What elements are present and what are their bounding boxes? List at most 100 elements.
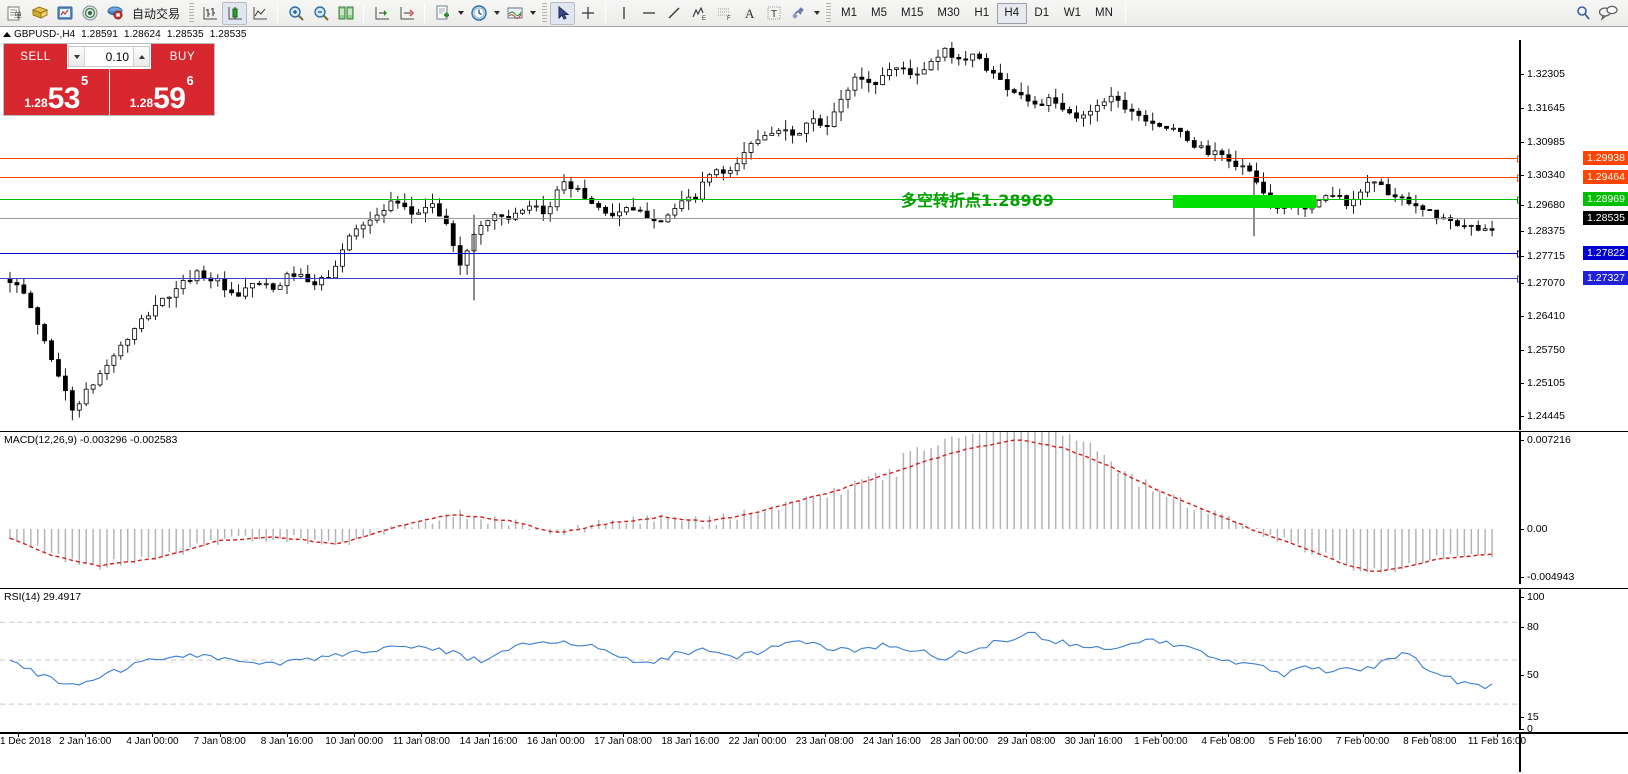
price-tag-support-2[interactable]: 1.27327	[1583, 271, 1628, 285]
time-tick	[85, 734, 87, 737]
new-order-icon[interactable]: 单	[2, 2, 27, 25]
macd-pane[interactable]: MACD(12,26,9) -0.003296 -0.002583 0.0072…	[0, 431, 1628, 584]
bar-chart-icon[interactable]	[197, 2, 222, 25]
timeframe-h4[interactable]: H4	[996, 2, 1027, 24]
horizontal-line-icon[interactable]	[636, 2, 661, 25]
rsi-pane[interactable]: RSI(14) 29.4917 100 80 50 15 0	[0, 588, 1628, 735]
objects-icon[interactable]	[786, 2, 811, 25]
line-handle[interactable]	[1517, 174, 1519, 182]
rsi-plot[interactable]	[0, 589, 1519, 730]
timeframe-m5[interactable]: M5	[871, 7, 887, 19]
sell-button[interactable]: SELL	[4, 44, 67, 69]
chevron-down-icon[interactable]	[527, 2, 538, 25]
timeframe-w1[interactable]: W1	[1063, 7, 1082, 19]
zoom-in-icon[interactable]	[283, 2, 308, 25]
timeframe-d1[interactable]: D1	[1034, 7, 1050, 19]
time-tick	[824, 734, 826, 737]
tile-windows-icon[interactable]	[333, 2, 358, 25]
pivot-line[interactable]	[0, 196, 1519, 204]
search-icon[interactable]	[1570, 2, 1595, 25]
price-tag-support-1[interactable]: 1.27822	[1583, 246, 1628, 260]
price-tag-resistance-1[interactable]: 1.29938	[1583, 151, 1628, 165]
templates-icon[interactable]	[430, 2, 455, 25]
collapse-triangle-icon[interactable]	[3, 31, 11, 37]
line-handle[interactable]	[1517, 250, 1519, 258]
time-label: 24 Jan 16:00	[863, 736, 921, 747]
time-label: 18 Jan 16:00	[661, 736, 720, 747]
fibonacci-icon[interactable]: F	[711, 2, 736, 25]
support-line-2[interactable]	[0, 275, 1519, 283]
price-tag-pivot[interactable]: 1.28969	[1583, 192, 1628, 206]
time-label: 8 Feb 08:00	[1403, 736, 1457, 747]
symbol-label: GBPUSD-,H4	[14, 28, 76, 40]
volume-input[interactable]: 0.10	[105, 49, 129, 64]
auto-trading-icon[interactable]	[102, 2, 127, 25]
cursor-icon[interactable]	[550, 1, 576, 25]
timeframe-m1[interactable]: M1	[841, 7, 857, 19]
chevron-down-icon[interactable]	[455, 2, 466, 25]
bid-price-point: 5	[81, 73, 89, 88]
line-handle[interactable]	[1517, 196, 1519, 204]
chart-container[interactable]: 多空转折点1.28969 1.32305 1.31645 1.30985 1.3034…	[0, 40, 1628, 772]
price-pane[interactable]: 多空转折点1.28969 1.32305 1.31645 1.30985 1.3034…	[0, 40, 1628, 430]
candlestick-chart-icon[interactable]	[222, 1, 248, 25]
price-tick: 1.28375	[1521, 225, 1565, 237]
time-axis[interactable]: 1 Dec 2018 2 Jan 16:00 4 Jan 00:00 7 Jan 08…	[0, 734, 1526, 774]
time-label: 23 Jan 08:00	[795, 736, 854, 747]
toolbar-right-group	[1570, 2, 1626, 25]
profile-icon[interactable]	[27, 2, 52, 25]
ask-price-prefix: 1.28	[129, 96, 154, 110]
indicators-icon[interactable]	[502, 2, 527, 25]
chart-shift-icon[interactable]	[369, 2, 394, 25]
line-chart-icon[interactable]	[247, 2, 272, 25]
toolbar-separator	[825, 2, 832, 24]
time-label: 1 Feb 00:00	[1134, 736, 1188, 747]
zoom-out-icon[interactable]	[308, 2, 333, 25]
auto-trading-label[interactable]: 自动交易	[132, 6, 181, 21]
symbol-info-bar: GBPUSD-,H4 1.28591 1.28624 1.28535 1.285…	[0, 28, 1628, 40]
time-label: 29 Jan 08:00	[997, 736, 1056, 747]
line-handle[interactable]	[1517, 275, 1519, 283]
price-scale[interactable]: 1.32305 1.31645 1.30985 1.30340 1.29680 1.283…	[1519, 40, 1628, 430]
time-tick	[959, 734, 961, 737]
volume-increase-icon[interactable]	[133, 47, 149, 66]
one-click-trading-panel[interactable]: SELL 0.10 BUY 1.28 53 5 1.28 59 6	[3, 43, 215, 116]
timeframe-mn[interactable]: MN	[1095, 7, 1113, 19]
volume-dropdown-icon[interactable]	[69, 47, 85, 66]
ask-price-display[interactable]: 1.28 59 6	[109, 69, 214, 115]
volume-stepper[interactable]: 0.10	[68, 46, 150, 67]
vertical-line-icon[interactable]	[611, 2, 636, 25]
crosshair-icon[interactable]	[575, 2, 600, 25]
resistance-line-1[interactable]	[0, 155, 1519, 163]
macd-plot[interactable]	[0, 432, 1519, 584]
time-label: 1 Dec 2018	[0, 736, 52, 747]
chevron-down-icon[interactable]	[811, 2, 822, 25]
toolbar-separator	[1124, 3, 1126, 23]
chevron-down-icon[interactable]	[491, 2, 502, 25]
chart-annotation[interactable]: 多空转折点1.28969	[901, 191, 1054, 210]
time-tick	[891, 734, 893, 737]
timeframe-m15[interactable]: M15	[901, 7, 924, 19]
line-handle[interactable]	[1517, 155, 1519, 163]
price-tick: 1.27070	[1521, 277, 1565, 289]
timeframe-h1[interactable]: H1	[974, 7, 990, 19]
market-watch-icon[interactable]	[52, 2, 77, 25]
elliott-wave-icon[interactable]: E	[686, 2, 711, 25]
text-label-icon[interactable]: A	[736, 2, 761, 25]
resistance-line-2[interactable]	[0, 174, 1519, 182]
time-axis-pane: 1 Dec 2018 2 Jan 16:00 4 Jan 00:00 7 Jan 08…	[0, 732, 1628, 772]
text-icon[interactable]: T	[761, 2, 786, 25]
auto-scroll-icon[interactable]	[394, 2, 419, 25]
highlight-rectangle[interactable]	[1173, 195, 1316, 208]
ask-price-big: 59	[153, 82, 186, 115]
timeframe-m30[interactable]: M30	[937, 7, 960, 19]
chat-icon[interactable]	[1595, 2, 1620, 25]
price-tag-resistance-2[interactable]: 1.29464	[1583, 170, 1628, 184]
trendline-icon[interactable]	[661, 2, 686, 25]
price-plot[interactable]: 多空转折点1.28969	[0, 40, 1519, 430]
support-line-1[interactable]	[0, 250, 1519, 258]
bid-price-display[interactable]: 1.28 53 5	[4, 69, 110, 115]
navigator-icon[interactable]	[77, 2, 102, 25]
buy-button[interactable]: BUY	[151, 44, 214, 69]
period-icon[interactable]	[466, 2, 491, 25]
